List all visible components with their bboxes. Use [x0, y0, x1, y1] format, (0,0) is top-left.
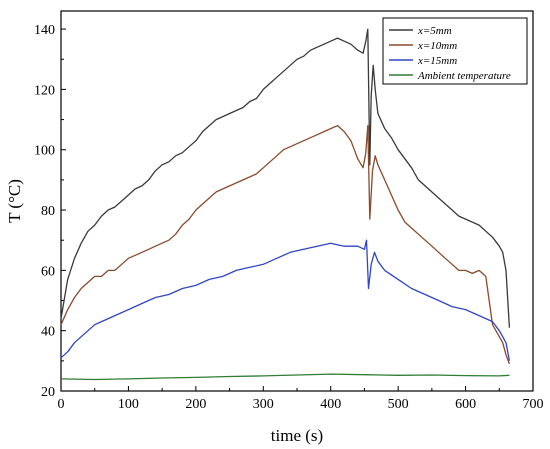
- legend-label: x=5mm: [417, 25, 452, 37]
- y-tick-label: 100: [34, 144, 55, 159]
- y-tick-label: 140: [34, 23, 55, 38]
- x-tick-label: 0: [58, 397, 65, 412]
- y-tick-label: 120: [34, 83, 55, 98]
- x-tick-label: 700: [523, 397, 544, 412]
- x-tick-label: 300: [253, 397, 274, 412]
- series-line-0: [60, 28, 511, 328]
- y-tick-label: 40: [41, 325, 55, 340]
- y-tick-label: 60: [41, 264, 55, 279]
- x-tick-label: 400: [320, 397, 341, 412]
- x-tick-label: 100: [118, 397, 139, 412]
- legend: x=5mm x=10mm x=15mm Ambient temperature: [382, 17, 528, 85]
- x-axis-label: time (s): [271, 426, 323, 445]
- y-tick-label: 80: [41, 204, 55, 219]
- legend-label: x=15mm: [417, 55, 457, 67]
- series-line-1: [60, 124, 511, 365]
- legend-box: [382, 17, 528, 85]
- legend-label: Ambient temperature: [417, 70, 511, 82]
- x-tick-label: 600: [455, 397, 476, 412]
- axis-ticks: 0 100 200 300 400 500 600 700 20 40 60 80 100 120 140: [34, 23, 544, 412]
- y-axis-label: T (°C): [5, 179, 24, 223]
- series-layer: [60, 28, 511, 381]
- series-line-2: [60, 239, 511, 361]
- y-tick-label: 20: [41, 385, 55, 400]
- x-tick-label: 200: [185, 397, 206, 412]
- legend-label: x=10mm: [417, 40, 457, 52]
- x-tick-label: 500: [388, 397, 409, 412]
- series-line-3: [60, 373, 510, 381]
